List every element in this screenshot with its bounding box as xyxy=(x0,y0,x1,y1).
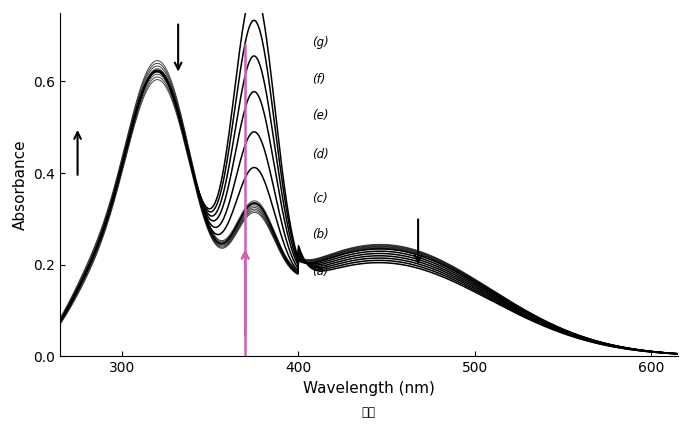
X-axis label: Wavelength (nm): Wavelength (nm) xyxy=(303,381,435,396)
Text: (c): (c) xyxy=(313,192,328,205)
Text: (b): (b) xyxy=(313,228,329,242)
Text: 波长: 波长 xyxy=(362,406,376,419)
Y-axis label: Absorbance: Absorbance xyxy=(12,139,28,230)
Text: (g): (g) xyxy=(313,36,329,49)
Text: (f): (f) xyxy=(313,73,326,86)
Text: (e): (e) xyxy=(313,109,328,122)
Text: (d): (d) xyxy=(313,148,329,161)
Text: (a): (a) xyxy=(313,265,328,278)
